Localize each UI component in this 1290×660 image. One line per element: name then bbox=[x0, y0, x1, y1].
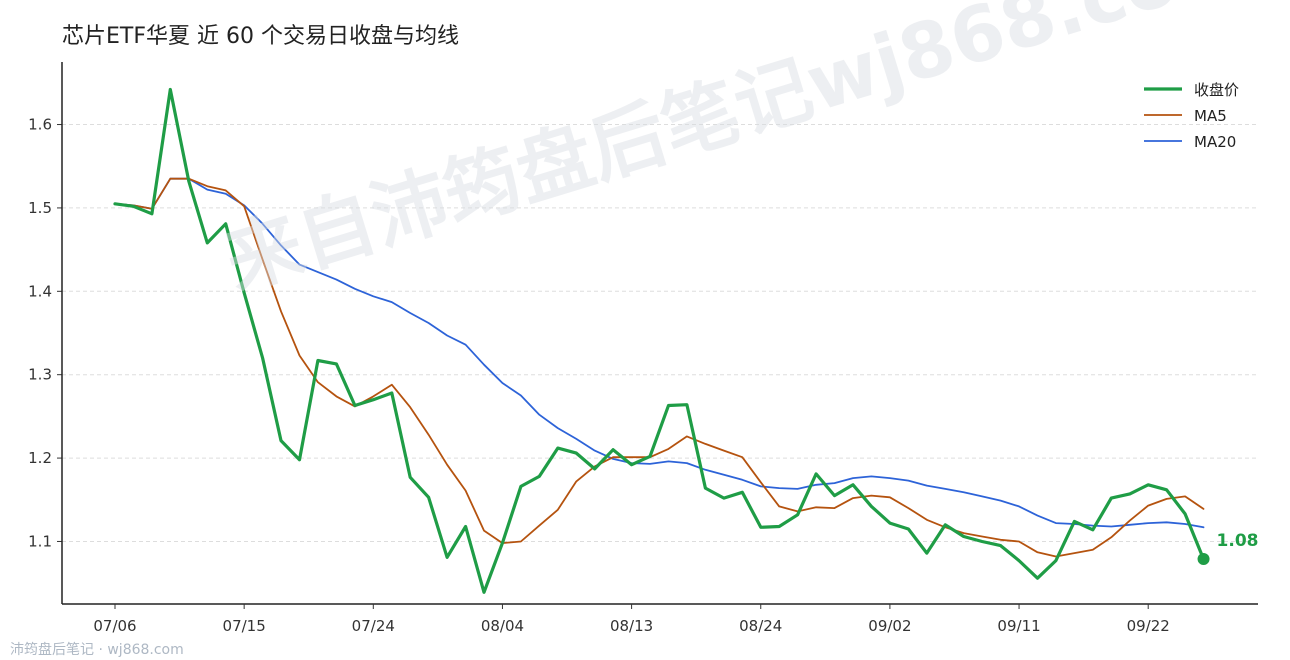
legend-label: MA5 bbox=[1194, 107, 1227, 125]
series-line-close bbox=[113, 87, 1206, 594]
series-line-ma20 bbox=[114, 177, 1205, 529]
y-tick-label: 1.5 bbox=[28, 199, 52, 217]
chart-title: 芯片ETF华夏 近 60 个交易日收盘与均线 bbox=[62, 24, 459, 49]
last-close-label: 1.08 bbox=[1217, 531, 1259, 551]
x-tick-label: 08/24 bbox=[739, 617, 782, 635]
last-close-marker bbox=[1197, 552, 1210, 565]
x-tick-label: 09/11 bbox=[997, 617, 1040, 635]
y-tick-label: 1.2 bbox=[28, 449, 52, 467]
y-tick-label: 1.3 bbox=[28, 366, 52, 384]
legend: 收盘价 MA5 MA20 bbox=[1144, 81, 1239, 151]
y-tick-label: 1.1 bbox=[28, 532, 52, 550]
series-lines: 1.08 bbox=[113, 87, 1259, 594]
x-tick-label: 07/15 bbox=[223, 617, 266, 635]
x-tick-label: 08/04 bbox=[481, 617, 524, 635]
axes: 1.1 1.2 1.3 1.4 1.5 1.6 07/06 07/15 07/24 08/04 08… bbox=[28, 62, 1258, 635]
series-line-ma5 bbox=[114, 177, 1205, 558]
grid-lines bbox=[62, 124, 1258, 542]
x-tick-label: 09/02 bbox=[868, 617, 911, 635]
y-tick-label: 1.6 bbox=[28, 116, 52, 134]
footer-credit: 沛筠盘后笔记 · wj868.com bbox=[10, 642, 184, 658]
legend-label: MA20 bbox=[1194, 133, 1236, 151]
x-tick-label: 08/13 bbox=[610, 617, 653, 635]
legend-label: 收盘价 bbox=[1194, 81, 1239, 99]
x-tick-label: 09/22 bbox=[1127, 617, 1170, 635]
x-tick-label: 07/06 bbox=[93, 617, 136, 635]
x-tick-label: 07/24 bbox=[352, 617, 395, 635]
y-tick-label: 1.4 bbox=[28, 282, 52, 300]
